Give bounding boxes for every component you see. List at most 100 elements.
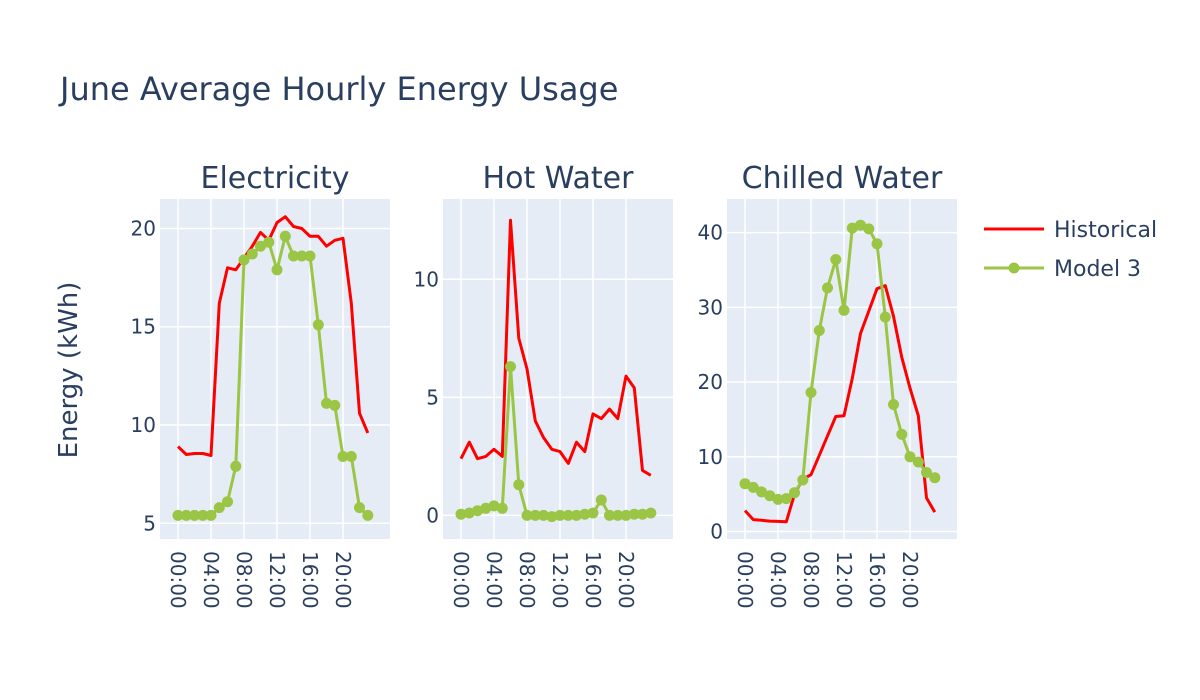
legend-item-model-3[interactable]: Model 3	[984, 257, 1141, 282]
legend-model-marker	[1008, 262, 1020, 274]
data-point-model-3	[571, 509, 582, 521]
legend-item-historical[interactable]: Historical	[984, 218, 1157, 243]
y-tick-label: 20	[698, 370, 723, 394]
data-point-model-3	[238, 254, 250, 266]
data-point-model-3	[263, 236, 275, 248]
x-tick-label: 16:00	[298, 551, 322, 609]
data-point-model-3	[855, 219, 866, 231]
data-point-model-3	[337, 451, 349, 462]
subplot-panels: 00:00 04:00 08:00 12:00 16:00 20:00 5 10 15 20 Ele…	[131, 161, 957, 609]
x-tick-label: 08:00	[515, 551, 539, 609]
data-point-model-3	[189, 509, 200, 521]
data-point-model-3	[838, 304, 850, 316]
data-point-model-3	[929, 472, 941, 484]
data-point-model-3	[246, 248, 258, 260]
data-point-model-3	[620, 509, 632, 521]
data-point-model-3	[595, 494, 607, 506]
subplot-chilled-water: 00:00 04:00 08:00 12:00 16:00 20:00 0 10 20 30 40 C…	[698, 161, 957, 609]
data-point-model-3	[813, 325, 825, 336]
data-point-model-3	[645, 507, 657, 519]
data-point-model-3	[312, 319, 324, 331]
data-point-model-3	[888, 399, 899, 410]
data-point-model-3	[255, 240, 266, 252]
data-point-model-3	[488, 500, 500, 512]
x-tick-label: 04:00	[766, 551, 790, 609]
x-tick-label: 20:00	[331, 551, 355, 609]
data-point-model-3	[304, 250, 316, 262]
data-point-model-3	[329, 399, 341, 411]
data-point-model-3	[604, 509, 615, 521]
x-tick-label: 08:00	[799, 551, 823, 609]
data-point-model-3	[230, 460, 242, 472]
x-tick-label: 20:00	[898, 551, 922, 609]
series-line-historical-chilled-water	[743, 284, 937, 524]
series-line-historical-electricity	[176, 215, 370, 457]
data-point-model-3	[780, 493, 792, 505]
data-point-model-3	[546, 511, 558, 523]
data-point-model-3	[896, 428, 908, 440]
plot-area-chilled-water	[727, 199, 957, 539]
legend[interactable]: Historical Model 3	[984, 218, 1157, 282]
y-tick-label: 30	[698, 295, 723, 319]
x-tick-label: 08:00	[232, 551, 256, 609]
y-tick-label: 5	[426, 385, 439, 409]
data-point-model-3	[772, 493, 784, 505]
data-point-model-3	[739, 478, 751, 490]
data-point-model-3	[904, 451, 916, 463]
y-tick-label: 0	[426, 503, 439, 527]
data-point-model-3	[197, 509, 209, 521]
data-point-model-3	[747, 481, 759, 493]
data-point-model-3	[222, 496, 233, 508]
subplot-title-hot-water: Hot Water	[483, 161, 635, 196]
x-tick-label: 04:00	[199, 551, 223, 609]
data-point-model-3	[205, 509, 217, 521]
x-tick-label: 12:00	[832, 551, 856, 609]
data-point-model-3	[797, 474, 809, 486]
y-tick-label: 0	[710, 520, 723, 544]
y-tick-label: 10	[698, 445, 723, 469]
data-point-model-3	[863, 223, 875, 235]
data-point-model-3	[172, 509, 184, 521]
plot-area-hot-water	[443, 199, 673, 539]
subplot-hot-water: 00:00 04:00 08:00 12:00 16:00 20:00 0 5 10 Hot Wa…	[414, 161, 673, 609]
data-point-model-3	[505, 361, 516, 373]
data-point-model-3	[587, 507, 599, 519]
data-point-model-3	[496, 502, 508, 514]
data-point-model-3	[279, 230, 291, 242]
data-point-model-3	[288, 250, 299, 262]
data-point-model-3	[472, 505, 483, 517]
x-tick-label: 00:00	[166, 551, 190, 609]
y-tick-label: 10	[414, 267, 439, 291]
subplot-title-electricity: Electricity	[200, 161, 349, 196]
data-point-model-3	[180, 509, 192, 521]
data-point-model-3	[345, 451, 357, 462]
data-point-model-3	[521, 509, 533, 521]
data-point-model-3	[354, 502, 365, 514]
data-point-model-3	[822, 282, 833, 294]
subplot-title-chilled-water: Chilled Water	[742, 161, 943, 196]
data-point-model-3	[921, 467, 932, 478]
data-point-model-3	[455, 508, 467, 520]
data-point-model-3	[213, 502, 225, 514]
y-tick-label: 40	[698, 221, 723, 245]
data-point-model-3	[879, 311, 891, 323]
y-tick-label: 15	[131, 315, 156, 339]
data-point-model-3	[538, 509, 549, 521]
data-point-model-3	[362, 509, 374, 521]
data-point-model-3	[628, 508, 640, 520]
data-point-model-3	[871, 238, 883, 250]
data-point-model-3	[529, 509, 541, 521]
data-point-model-3	[612, 509, 624, 521]
data-point-model-3	[271, 264, 283, 276]
x-tick-label: 16:00	[865, 551, 889, 609]
data-point-model-3	[912, 456, 924, 468]
data-point-model-3	[830, 254, 842, 265]
series-line-historical-hot-water	[459, 218, 652, 477]
data-point-model-3	[579, 508, 591, 520]
x-tick-label: 00:00	[449, 551, 473, 609]
x-tick-label: 12:00	[548, 551, 572, 609]
data-point-model-3	[764, 490, 776, 502]
data-point-model-3	[513, 479, 525, 491]
